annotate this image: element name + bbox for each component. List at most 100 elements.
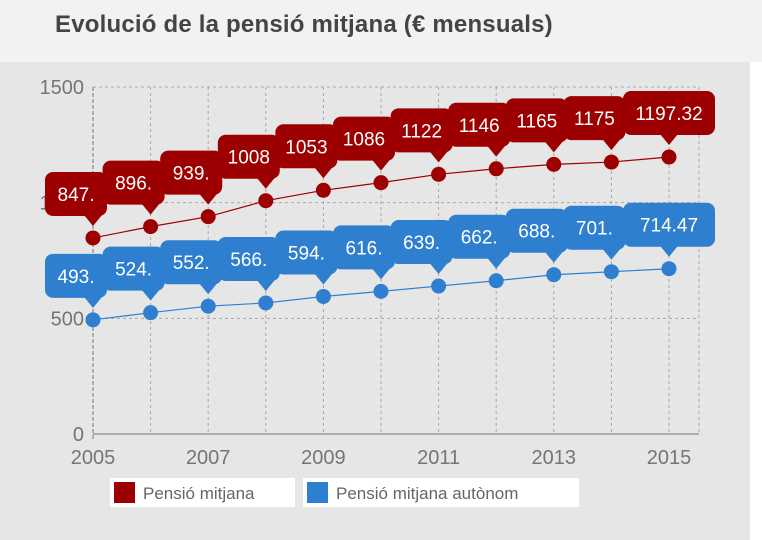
callout-box — [217, 236, 280, 281]
callout-box — [45, 171, 107, 216]
data-callout: 1122 — [390, 108, 453, 163]
series-1 — [85, 149, 677, 246]
callout-box — [448, 102, 511, 147]
callout-box — [102, 246, 165, 291]
data-callout: 594. — [275, 230, 338, 285]
callout-box — [448, 214, 511, 259]
data-callout: 566. — [217, 236, 280, 291]
data-label: 594. — [288, 243, 325, 264]
data-callout: 1197.32 — [623, 91, 715, 146]
callout-pointer — [660, 245, 678, 257]
data-point — [85, 312, 101, 328]
data-callout: 639. — [390, 220, 453, 275]
data-point — [603, 154, 619, 170]
callout-pointer — [199, 193, 218, 205]
data-point — [431, 278, 447, 294]
data-label: 847. — [58, 185, 95, 206]
data-callout: 896. — [102, 160, 165, 215]
callout-box — [390, 108, 453, 153]
callout-pointer — [660, 134, 678, 146]
data-label: 688. — [518, 222, 555, 243]
x-tick-label: 2009 — [301, 447, 346, 469]
x-tick-label: 2005 — [71, 447, 116, 469]
data-label: 639. — [403, 233, 440, 254]
callout-box — [333, 225, 395, 270]
data-label: 493. — [58, 267, 95, 288]
callout-pointer — [84, 296, 102, 308]
legend-item-1: Pensió mitjana — [110, 478, 295, 507]
title-bar: Evolució de la pensió mitjana (€ mensual… — [0, 0, 762, 62]
data-point — [143, 305, 159, 321]
data-point — [661, 149, 677, 165]
callout-pointer — [256, 279, 275, 291]
x-tick-label: 2007 — [186, 447, 231, 469]
legend-swatch — [307, 482, 328, 503]
callout-pointer — [314, 273, 333, 285]
data-callout: 1086 — [333, 116, 395, 171]
data-callout: 688. — [505, 208, 568, 263]
callout-box — [623, 202, 715, 247]
y-tick-label: 1500 — [40, 77, 85, 99]
data-point — [258, 193, 274, 209]
data-point — [85, 230, 101, 246]
callout-pointer — [429, 151, 448, 163]
data-callout: 552. — [160, 240, 223, 295]
callout-pointer — [544, 251, 563, 263]
legend-label: Pensió mitjana autònom — [336, 484, 518, 503]
data-label: 1146 — [459, 116, 500, 137]
callout-pointer — [602, 248, 621, 260]
callout-pointer — [256, 177, 275, 189]
callout-pointer — [602, 139, 621, 151]
data-label: 1008 — [228, 148, 270, 169]
callout-box — [505, 98, 568, 143]
callout-box — [217, 134, 280, 179]
data-point — [200, 298, 216, 314]
callout-pointer — [372, 268, 390, 280]
callout-box — [275, 124, 338, 169]
data-callout: 616. — [333, 225, 395, 280]
data-point — [603, 264, 619, 280]
data-label: 939. — [173, 164, 210, 185]
data-callout: 1175 — [563, 96, 626, 151]
callout-pointer — [372, 159, 390, 171]
data-point — [661, 261, 677, 277]
data-callout: 1146 — [448, 102, 511, 157]
data-label: 524. — [115, 260, 152, 281]
data-point — [315, 288, 331, 304]
data-point — [373, 283, 389, 299]
data-label: 566. — [230, 250, 267, 271]
callout-pointer — [487, 145, 506, 157]
legend-item-bg — [110, 478, 295, 507]
data-label: 552. — [173, 253, 210, 274]
data-point — [315, 182, 331, 198]
callout-box — [160, 240, 223, 285]
callout-pointer — [141, 203, 160, 215]
callout-pointer — [314, 167, 333, 179]
callout-box — [45, 253, 107, 298]
data-callout: 714.47 — [623, 202, 715, 257]
callout-pointer — [544, 141, 563, 153]
legend-swatch — [114, 482, 135, 503]
data-callout: 524. — [102, 246, 165, 301]
data-label: 1197.32 — [635, 104, 702, 125]
callout-box — [390, 220, 453, 265]
chart-title: Evolució de la pensió mitjana (€ mensual… — [55, 11, 553, 38]
callout-pointer — [487, 257, 506, 269]
callout-pointer — [141, 289, 160, 301]
data-label: 701. — [576, 219, 613, 240]
callout-pointer — [429, 263, 448, 275]
data-label: 896. — [115, 174, 152, 195]
data-point — [546, 156, 562, 172]
callout-box — [505, 208, 568, 253]
data-point — [143, 219, 159, 235]
data-callout: 493. — [45, 253, 107, 308]
legend-item-bg — [303, 478, 579, 507]
callout-box — [563, 205, 626, 250]
data-label: 1122 — [401, 121, 442, 142]
callout-box — [333, 116, 395, 161]
data-point — [488, 161, 504, 177]
data-label: 1175 — [574, 109, 615, 130]
callout-box — [623, 91, 715, 136]
data-point — [200, 209, 216, 225]
